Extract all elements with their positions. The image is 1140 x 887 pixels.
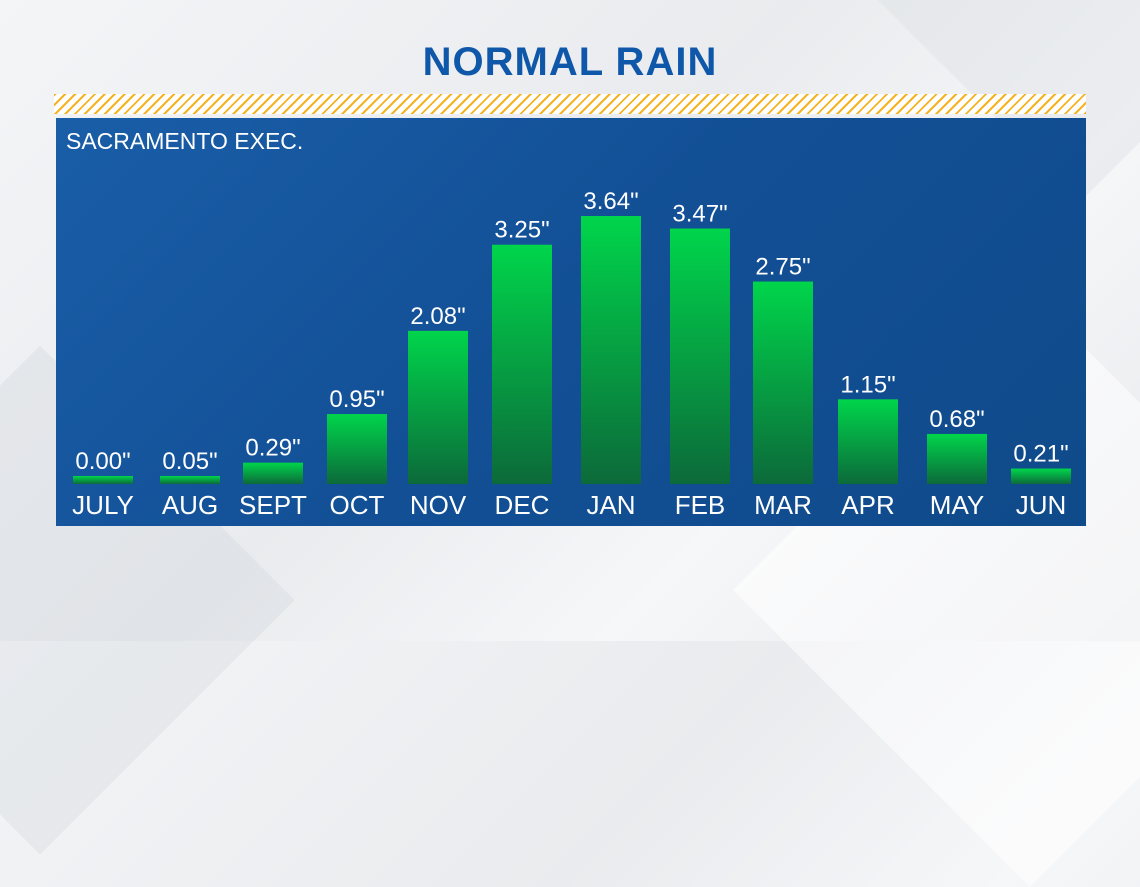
value-label: 3.47" [672, 201, 727, 228]
bar-dec [492, 244, 552, 484]
chart-panel [56, 118, 1086, 526]
value-label: 0.05" [162, 448, 217, 475]
category-label: JAN [586, 490, 635, 520]
value-label: 0.00" [75, 448, 130, 475]
value-label: 0.21" [1013, 441, 1068, 468]
bar-chart: 0.00" JULY 0.05" AUG 0.29" SEPT 0.95" OCT 2.08" N… [72, 188, 1071, 520]
bar-sept [243, 462, 303, 484]
bar-aug [160, 476, 220, 484]
category-label: NOV [410, 490, 467, 520]
category-label: MAY [930, 490, 984, 520]
category-label: SEPT [239, 490, 307, 520]
value-label: 3.64" [583, 188, 638, 215]
category-label: MAR [754, 490, 812, 520]
bar-jun [1011, 468, 1071, 484]
bar-mar [753, 281, 813, 484]
chart-title: NORMAL RAIN [422, 40, 718, 84]
bar-nov [408, 330, 468, 484]
bar-july [73, 476, 133, 484]
bar-oct [327, 414, 387, 484]
decorative-stripe [54, 94, 1086, 114]
category-label: DEC [495, 490, 550, 520]
value-label: 0.95" [329, 386, 384, 413]
bar-may [927, 433, 987, 484]
value-label: 0.29" [245, 435, 300, 462]
bar-feb [670, 228, 730, 484]
value-label: 2.08" [410, 303, 465, 330]
bar-jan [581, 216, 641, 484]
station-label: SACRAMENTO EXEC. [66, 128, 304, 154]
value-label: 3.25" [494, 217, 549, 244]
category-label: JUN [1016, 490, 1067, 520]
value-label: 0.68" [929, 406, 984, 433]
category-label: FEB [675, 490, 726, 520]
bar-apr [838, 399, 898, 484]
value-label: 1.15" [840, 371, 895, 398]
value-label: 2.75" [755, 254, 810, 281]
category-label: AUG [162, 490, 218, 520]
category-label: JULY [72, 490, 134, 520]
category-label: OCT [330, 490, 385, 520]
category-label: APR [841, 490, 894, 520]
